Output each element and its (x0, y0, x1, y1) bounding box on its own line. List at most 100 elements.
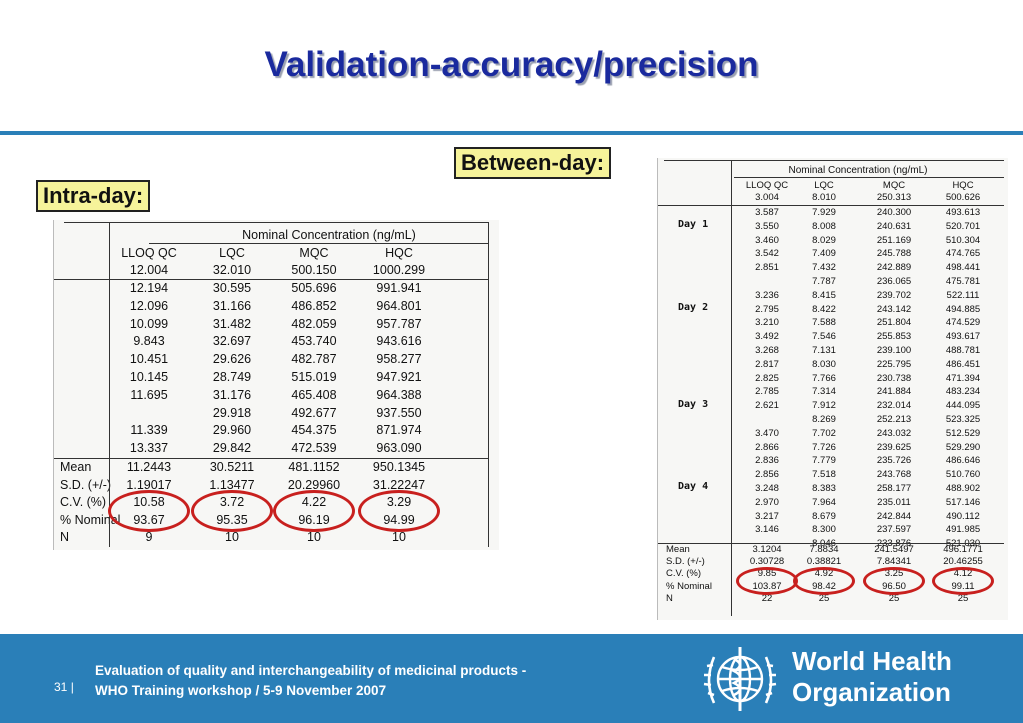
table-cell: 9.843 (133, 334, 165, 349)
table-cell: 3.587 (755, 207, 779, 218)
table-cell: 8.300 (812, 524, 836, 536)
stat-value: 30.5211 (209, 460, 255, 474)
stat-value: 7.84341 (876, 556, 912, 568)
table-cell: 3.470 (755, 427, 779, 439)
heading-underline (734, 177, 1004, 178)
table-cell: 235.011 (877, 496, 911, 508)
table-cell: 957.787 (376, 316, 422, 331)
footer-line-2: WHO Training workshop / 5-9 November 200… (95, 683, 387, 698)
table-cell: 475.781 (945, 276, 981, 287)
page-number: 31 | (54, 680, 74, 694)
table-cell: 522.111 (946, 289, 980, 301)
table-cell: 482.787 (291, 352, 337, 367)
highlight-oval (863, 567, 925, 595)
table-cell: 7.409 (812, 248, 836, 260)
table-cell: 444.095 (945, 400, 981, 412)
table-cell: 235.726 (876, 455, 912, 467)
table-heading: Nominal Concentration (ng/mL) (242, 228, 416, 242)
table-cell: 2.856 (755, 469, 779, 481)
stat-value: 1.13477 (209, 477, 255, 492)
table-top-rule (664, 160, 1004, 161)
table-cell: 3.217 (755, 510, 779, 522)
stat-value: 0.30728 (749, 556, 785, 568)
table-cell: 483.234 (945, 386, 981, 398)
table-cell: 7.546 (812, 331, 836, 343)
table-cell: 232.014 (876, 400, 912, 412)
nominal-value: 32.010 (212, 263, 252, 277)
stat-value: 20.46255 (943, 556, 983, 568)
table-cell: 8.029 (812, 234, 836, 246)
nominal-value: 1000.299 (372, 263, 426, 277)
stat-value: 241.5497 (874, 544, 914, 555)
table-cell: 7.766 (812, 372, 836, 384)
stat-label: Mean (666, 544, 690, 555)
table-cell: 7.518 (812, 469, 836, 481)
table-cell: 8.679 (812, 510, 836, 522)
table-cell: 28.749 (212, 370, 252, 384)
stat-value: 20.29960 (287, 477, 341, 492)
heading-underline (149, 243, 489, 244)
between-day-label: Between-day: (454, 147, 612, 179)
table-cell: 12.096 (129, 298, 169, 313)
table-cell: 13.337 (129, 441, 169, 456)
stat-label: C.V. (%) (60, 495, 107, 509)
stat-value: 10 (225, 530, 239, 544)
table-cell: 29.918 (212, 405, 252, 420)
column-header: LLOQ QC (121, 246, 177, 260)
table-cell: 964.801 (376, 298, 422, 313)
between-day-table: Nominal Concentration (ng/mL) LLOQ QC LQC M… (657, 158, 1008, 620)
slide-title: Validation-accuracy/precision (264, 45, 759, 84)
stat-label: C.V. (%) (666, 568, 702, 580)
who-wordmark-line-2: Organization (792, 677, 951, 707)
column-header: MQC (882, 180, 906, 191)
table-cell: 494.885 (945, 303, 981, 315)
page-number-separator: | (70, 680, 74, 694)
header-rule (54, 279, 489, 280)
table-cell: 7.964 (812, 496, 836, 508)
table-cell: 29.626 (212, 352, 252, 367)
table-cell: 991.941 (376, 281, 422, 295)
table-top-rule (64, 222, 489, 223)
table-cell: 7.929 (812, 207, 836, 218)
table-cell: 3.542 (755, 248, 779, 260)
table-cell: 2.836 (755, 455, 779, 467)
table-cell: 239.702 (876, 289, 912, 301)
stat-value: 25 (818, 592, 830, 604)
table-cell: 239.625 (876, 441, 912, 453)
table-cell: 230.738 (876, 372, 912, 384)
table-cell: 871.974 (376, 423, 422, 438)
table-cell: 2.795 (755, 303, 779, 315)
table-cell: 241.884 (876, 386, 912, 398)
table-cell: 10.451 (129, 352, 169, 367)
footer-band (0, 634, 1023, 723)
nominal-value: 500.626 (945, 192, 981, 203)
who-wordmark: World Health Organization (792, 646, 952, 708)
stat-value: 3.1204 (752, 544, 782, 555)
column-header: LQC (219, 246, 245, 260)
column-header: HQC (952, 180, 974, 191)
stat-value: 10 (392, 530, 406, 544)
highlight-oval (358, 490, 440, 532)
table-cell: 488.902 (945, 483, 981, 494)
table-cell: 2.621 (755, 400, 779, 412)
day-label: Day 3 (678, 398, 709, 410)
table-cell: 486.852 (291, 298, 337, 313)
stat-value: 0.38821 (806, 556, 842, 568)
table-cell: 7.432 (812, 262, 836, 274)
table-cell: 245.788 (876, 248, 912, 260)
table-cell: 7.912 (812, 400, 836, 412)
table-cell: 7.779 (812, 455, 836, 467)
table-cell: 8.415 (812, 289, 836, 301)
table-cell: 29.960 (212, 423, 252, 438)
stat-value: 22 (761, 592, 773, 604)
table-cell: 2.825 (755, 372, 779, 384)
stat-label: % Nominal (60, 512, 121, 527)
highlight-oval (273, 490, 355, 532)
table-cell: 505.696 (291, 281, 337, 295)
footer-line-1: Evaluation of quality and interchangeabi… (95, 663, 527, 678)
stat-value: 7.8834 (809, 544, 839, 555)
table-cell: 465.408 (291, 387, 337, 402)
table-cell: 29.842 (212, 441, 252, 456)
table-cell: 243.032 (876, 427, 912, 439)
table-cell: 242.889 (876, 262, 912, 274)
